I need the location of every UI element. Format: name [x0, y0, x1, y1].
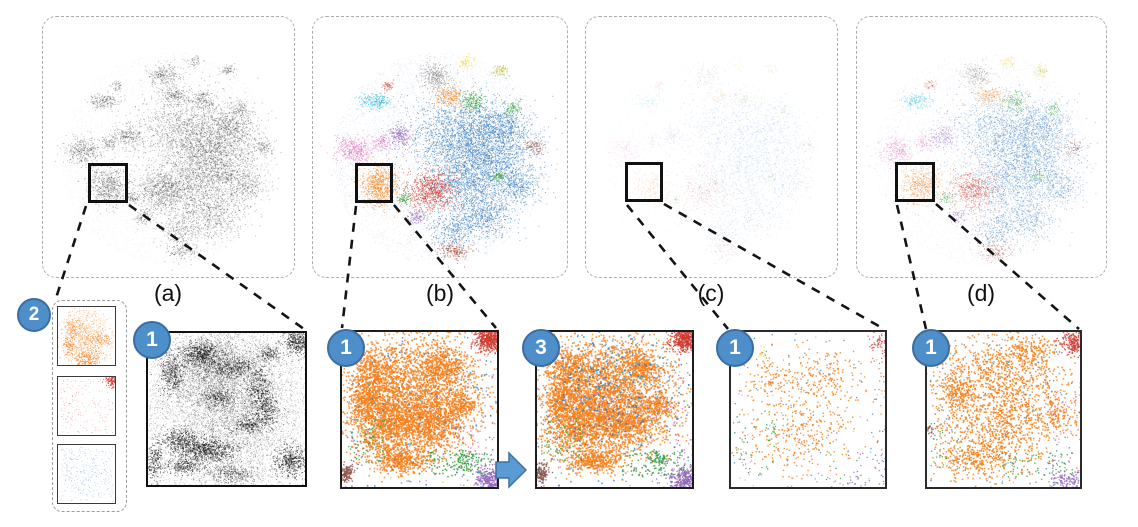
panel-d-label: (d) — [966, 280, 996, 306]
zoom-region-marker-c — [625, 162, 663, 202]
panel-c-label: (c) — [697, 280, 725, 306]
badge-1-zoom-d: 1 — [912, 329, 950, 367]
mini-view-orange-class — [57, 306, 116, 366]
zoom-region-marker-b — [355, 163, 393, 203]
zoom-region-marker-d — [895, 162, 935, 202]
badge-2: 2 — [17, 298, 51, 332]
zoom-c-canvas — [731, 332, 885, 487]
zoom-b-after-canvas — [537, 332, 692, 487]
mini-red-canvas — [58, 377, 115, 435]
mini-blue-canvas — [58, 445, 115, 503]
zoom-view-b-after — [535, 330, 694, 489]
badge-1-zoom-a: 1 — [133, 321, 171, 359]
panel-b-scatter-canvas — [314, 18, 565, 275]
zoom-view-d — [925, 330, 1082, 489]
zoom-view-a — [146, 331, 307, 487]
panel-d-scatter-canvas — [858, 18, 1104, 275]
zoom-a-canvas — [148, 333, 305, 485]
zoom-view-b-before — [340, 330, 499, 489]
zoom-view-c — [729, 330, 887, 489]
panel-a-label: (a) — [153, 280, 183, 306]
panel-b-embedding — [312, 16, 568, 278]
panel-a-scatter-canvas — [44, 18, 292, 275]
panel-d-embedding — [856, 16, 1107, 278]
transform-arrow-icon — [495, 451, 528, 489]
zoom-region-marker-a — [88, 163, 128, 203]
panel-c-scatter-canvas — [587, 18, 835, 275]
zoom-b-before-canvas — [342, 332, 497, 487]
class-breakdown-stack — [52, 300, 127, 512]
badge-1-zoom-b: 1 — [327, 329, 365, 367]
panel-b-label: (b) — [425, 280, 455, 306]
zoom-d-canvas — [927, 332, 1080, 487]
mini-view-blue-class — [57, 444, 116, 504]
panel-a-embedding — [42, 16, 295, 278]
mini-view-red-class — [57, 376, 116, 436]
mini-orange-canvas — [58, 307, 115, 365]
panel-c-embedding — [585, 16, 838, 278]
badge-3-zoom-b: 3 — [522, 329, 560, 367]
badge-1-zoom-c: 1 — [716, 329, 754, 367]
